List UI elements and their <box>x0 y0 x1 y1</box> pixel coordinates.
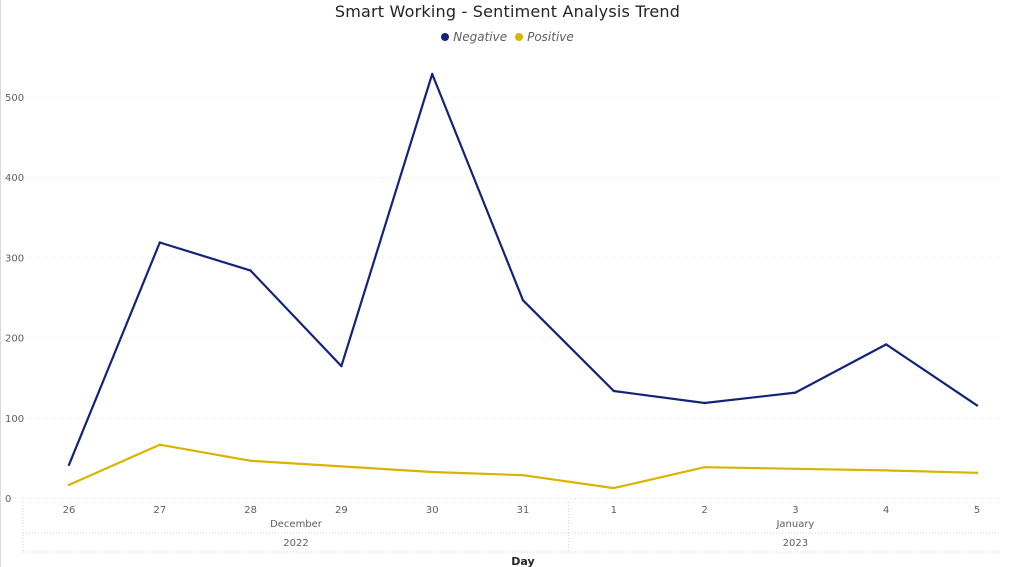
y-tick-label: 500 <box>5 93 24 104</box>
x-tick-label: 30 <box>426 505 439 516</box>
x-tick-label: 31 <box>517 505 530 516</box>
series-line-negative <box>67 72 979 466</box>
x-tick-label: 1 <box>611 505 617 516</box>
data-point-positive <box>612 486 615 490</box>
chart-title: Smart Working - Sentiment Analysis Trend <box>334 2 681 21</box>
data-point-positive <box>249 459 252 462</box>
data-point-negative <box>249 269 252 272</box>
data-point-negative <box>612 389 615 393</box>
y-tick-label: 200 <box>5 334 24 345</box>
legend-item-negative[interactable]: Negative <box>441 30 507 44</box>
chart-legend: Negative Positive <box>0 30 1015 44</box>
data-point-positive <box>521 474 525 477</box>
x-tick-label: 27 <box>153 505 166 516</box>
legend-dot-positive <box>515 33 524 41</box>
data-point-positive <box>975 471 979 475</box>
data-point-negative <box>67 463 71 466</box>
frame-border <box>0 0 1 567</box>
legend-item-positive[interactable]: Positive <box>515 30 574 44</box>
data-point-positive <box>431 470 434 474</box>
data-point-negative <box>158 241 161 244</box>
data-point-negative <box>975 404 979 407</box>
x-tick-label: 5 <box>974 505 980 516</box>
x-month-label: January <box>775 519 814 530</box>
legend-dot-negative <box>441 33 450 41</box>
x-tick-label: 3 <box>792 505 798 516</box>
x-year-label: 2022 <box>283 538 308 549</box>
x-tick-label: 4 <box>883 505 889 516</box>
x-tick-label: 29 <box>335 505 348 516</box>
legend-label-positive: Positive <box>527 30 574 44</box>
data-point-positive <box>340 465 343 468</box>
y-tick-label: 400 <box>5 173 24 184</box>
x-month-label: December <box>270 519 323 530</box>
y-tick-label: 100 <box>5 414 24 425</box>
data-point-positive <box>885 469 888 472</box>
data-point-negative <box>521 299 525 302</box>
x-axis-title: Day <box>511 555 534 567</box>
legend-label-negative: Negative <box>453 30 508 44</box>
data-point-negative <box>340 364 343 368</box>
y-tick-label: 0 <box>5 494 11 505</box>
data-point-positive <box>67 483 71 487</box>
data-point-negative <box>794 391 797 394</box>
data-point-positive <box>703 466 706 469</box>
series-line-positive <box>67 443 979 490</box>
x-tick-label: 26 <box>63 505 76 516</box>
data-point-positive <box>794 467 797 471</box>
x-tick-label: 28 <box>244 505 257 516</box>
data-point-negative <box>703 401 706 405</box>
y-tick-label: 300 <box>5 253 24 264</box>
data-point-negative <box>885 343 888 346</box>
data-point-negative <box>431 72 434 76</box>
x-tick-label: 2 <box>701 505 707 516</box>
x-year-label: 2023 <box>783 538 808 549</box>
data-point-positive <box>158 443 161 446</box>
